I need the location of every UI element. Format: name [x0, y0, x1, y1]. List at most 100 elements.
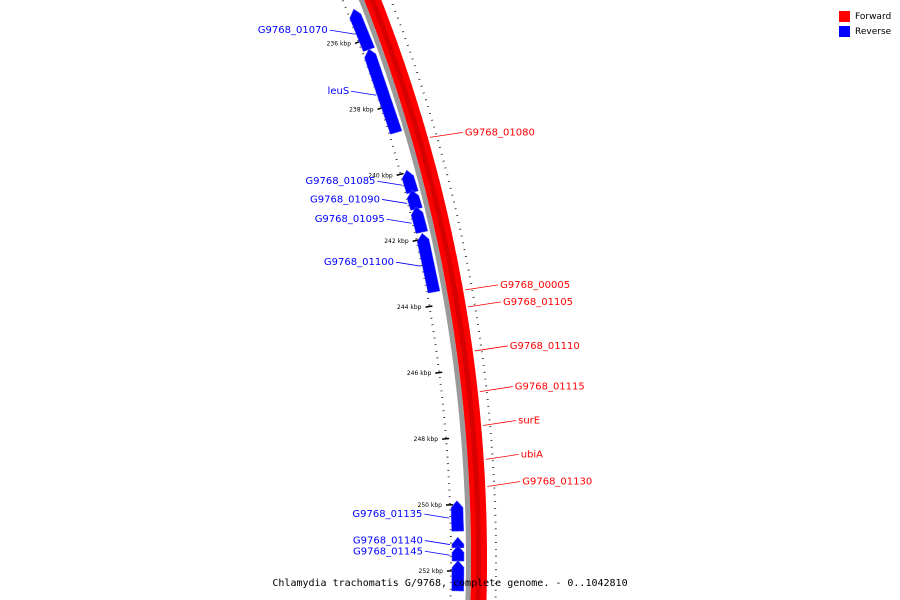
forward-gene-label: surE: [518, 416, 540, 427]
forward-gene-leader: [487, 481, 521, 487]
reverse-gene-leader: [351, 90, 377, 96]
scale-tick-label: 244 kbp: [397, 304, 422, 311]
scale-tick-label: 242 kbp: [384, 238, 409, 245]
forward-gene-label: G9768_01110: [510, 341, 580, 352]
minor-tick-outer: [391, 3, 394, 6]
forward-gene-label: G9768_01130: [522, 477, 592, 488]
minor-tick-outer: [404, 37, 407, 40]
reverse-gene-block: [451, 560, 465, 592]
reverse-gene-block: [451, 536, 465, 549]
minor-tick-outer: [440, 153, 443, 155]
reverse-gene-leader: [424, 540, 450, 545]
minor-tick-outer: [420, 85, 423, 87]
reverse-gene-block: [410, 206, 429, 234]
genome-caption: Chlamydia trachomatis G/9768, complete g…: [272, 578, 628, 589]
reverse-gene-leader: [395, 261, 422, 267]
forward-gene-leader: [474, 345, 508, 352]
forward-gene-leader: [467, 301, 502, 308]
legend: Forward Reverse: [839, 9, 891, 39]
minor-tick-inner: [341, 0, 345, 2]
minor-tick-outer: [435, 133, 438, 135]
minor-tick-outer: [429, 112, 432, 115]
scale-tick-label: 246 kbp: [407, 370, 432, 377]
minor-tick-outer: [436, 140, 440, 142]
backbone-ring: [358, 0, 471, 600]
scale-tick-label: 252 kbp: [419, 568, 444, 575]
reverse-gene-label: G9768_01100: [324, 257, 394, 268]
legend-forward: Forward: [839, 9, 891, 24]
reverse-gene-label: G9768_01090: [310, 194, 380, 205]
forward-gene-leader: [429, 131, 463, 138]
scale-tick-label: 238 kbp: [349, 106, 374, 113]
minor-tick-outer: [418, 78, 421, 81]
minor-tick-outer: [409, 51, 412, 53]
reverse-gene-leader: [377, 180, 403, 186]
reverse-gene-block: [416, 232, 441, 294]
reverse-gene-leader: [386, 218, 412, 224]
scale-tick-label: 236 kbp: [327, 40, 352, 47]
reverse-gene-leader: [424, 513, 450, 519]
minor-tick-outer: [394, 10, 397, 12]
reverse-gene-label: G9768_01140: [353, 536, 423, 547]
minor-tick-outer: [406, 44, 409, 46]
scale-tick: [435, 371, 443, 374]
minor-tick-inner: [391, 145, 394, 147]
reverse-gene-label: G9768_01095: [315, 214, 385, 225]
scale-tick: [425, 305, 433, 308]
minor-tick-inner: [387, 132, 391, 134]
minor-tick-outer: [399, 24, 402, 26]
reverse-gene-label: G9768_01070: [258, 25, 328, 36]
minor-tick-outer: [401, 31, 404, 33]
forward-swatch: [839, 11, 850, 22]
minor-tick-inner: [393, 152, 396, 154]
minor-tick-outer: [411, 58, 414, 60]
minor-tick-inner: [389, 139, 393, 141]
forward-gene-leader: [485, 454, 519, 460]
minor-tick-outer: [426, 106, 430, 108]
minor-tick-outer: [433, 126, 436, 128]
reverse-gene-label: G9768_01145: [353, 546, 423, 557]
legend-forward-label: Forward: [855, 11, 892, 22]
reverse-gene-block: [406, 189, 423, 211]
forward-gene-label: ubiA: [521, 449, 543, 460]
forward-gene-leader: [483, 420, 517, 426]
reverse-gene-leader: [424, 550, 451, 556]
scale-tick-label: 240 kbp: [368, 172, 393, 179]
reverse-gene-leader: [329, 29, 355, 35]
minor-tick-outer: [431, 119, 434, 121]
minor-tick-inner: [347, 13, 350, 15]
reverse-gene-leader: [381, 199, 408, 204]
legend-reverse: Reverse: [839, 24, 891, 39]
reverse-gene-block: [450, 500, 464, 532]
forward-gene-label: G9768_01115: [515, 382, 585, 393]
minor-tick-inner: [395, 158, 398, 161]
minor-tick-outer: [438, 146, 442, 149]
minor-tick-outer: [442, 160, 445, 162]
scale-tick: [442, 437, 450, 440]
forward-strand-ring: [364, 0, 487, 600]
scale-tick-label: 248 kbp: [414, 436, 439, 443]
reverse-swatch: [839, 26, 850, 37]
forward-gene-label: G9768_01080: [465, 127, 535, 138]
forward-gene-label: G9768_00005: [500, 280, 570, 291]
minor-tick-outer: [444, 167, 447, 169]
forward-gene-label: G9768_01105: [503, 297, 573, 308]
minor-tick-inner: [344, 6, 347, 9]
minor-tick-outer: [424, 99, 427, 101]
reverse-gene-label: G9768_01085: [305, 176, 375, 187]
reverse-gene-label: leuS: [328, 86, 350, 97]
minor-tick-outer: [396, 17, 399, 19]
reverse-gene-block: [364, 48, 403, 135]
minor-tick-inner: [397, 165, 400, 167]
forward-gene-leader: [479, 386, 513, 393]
minor-tick-outer: [416, 71, 419, 74]
minor-tick-inner: [361, 53, 365, 55]
minor-tick-outer: [413, 65, 416, 67]
scale-tick-label: 250 kbp: [418, 502, 443, 509]
reverse-gene-label: G9768_01135: [352, 509, 422, 520]
reverse-gene-block: [401, 169, 419, 195]
minor-tick-inner: [399, 172, 402, 174]
scale-tick: [396, 172, 404, 177]
